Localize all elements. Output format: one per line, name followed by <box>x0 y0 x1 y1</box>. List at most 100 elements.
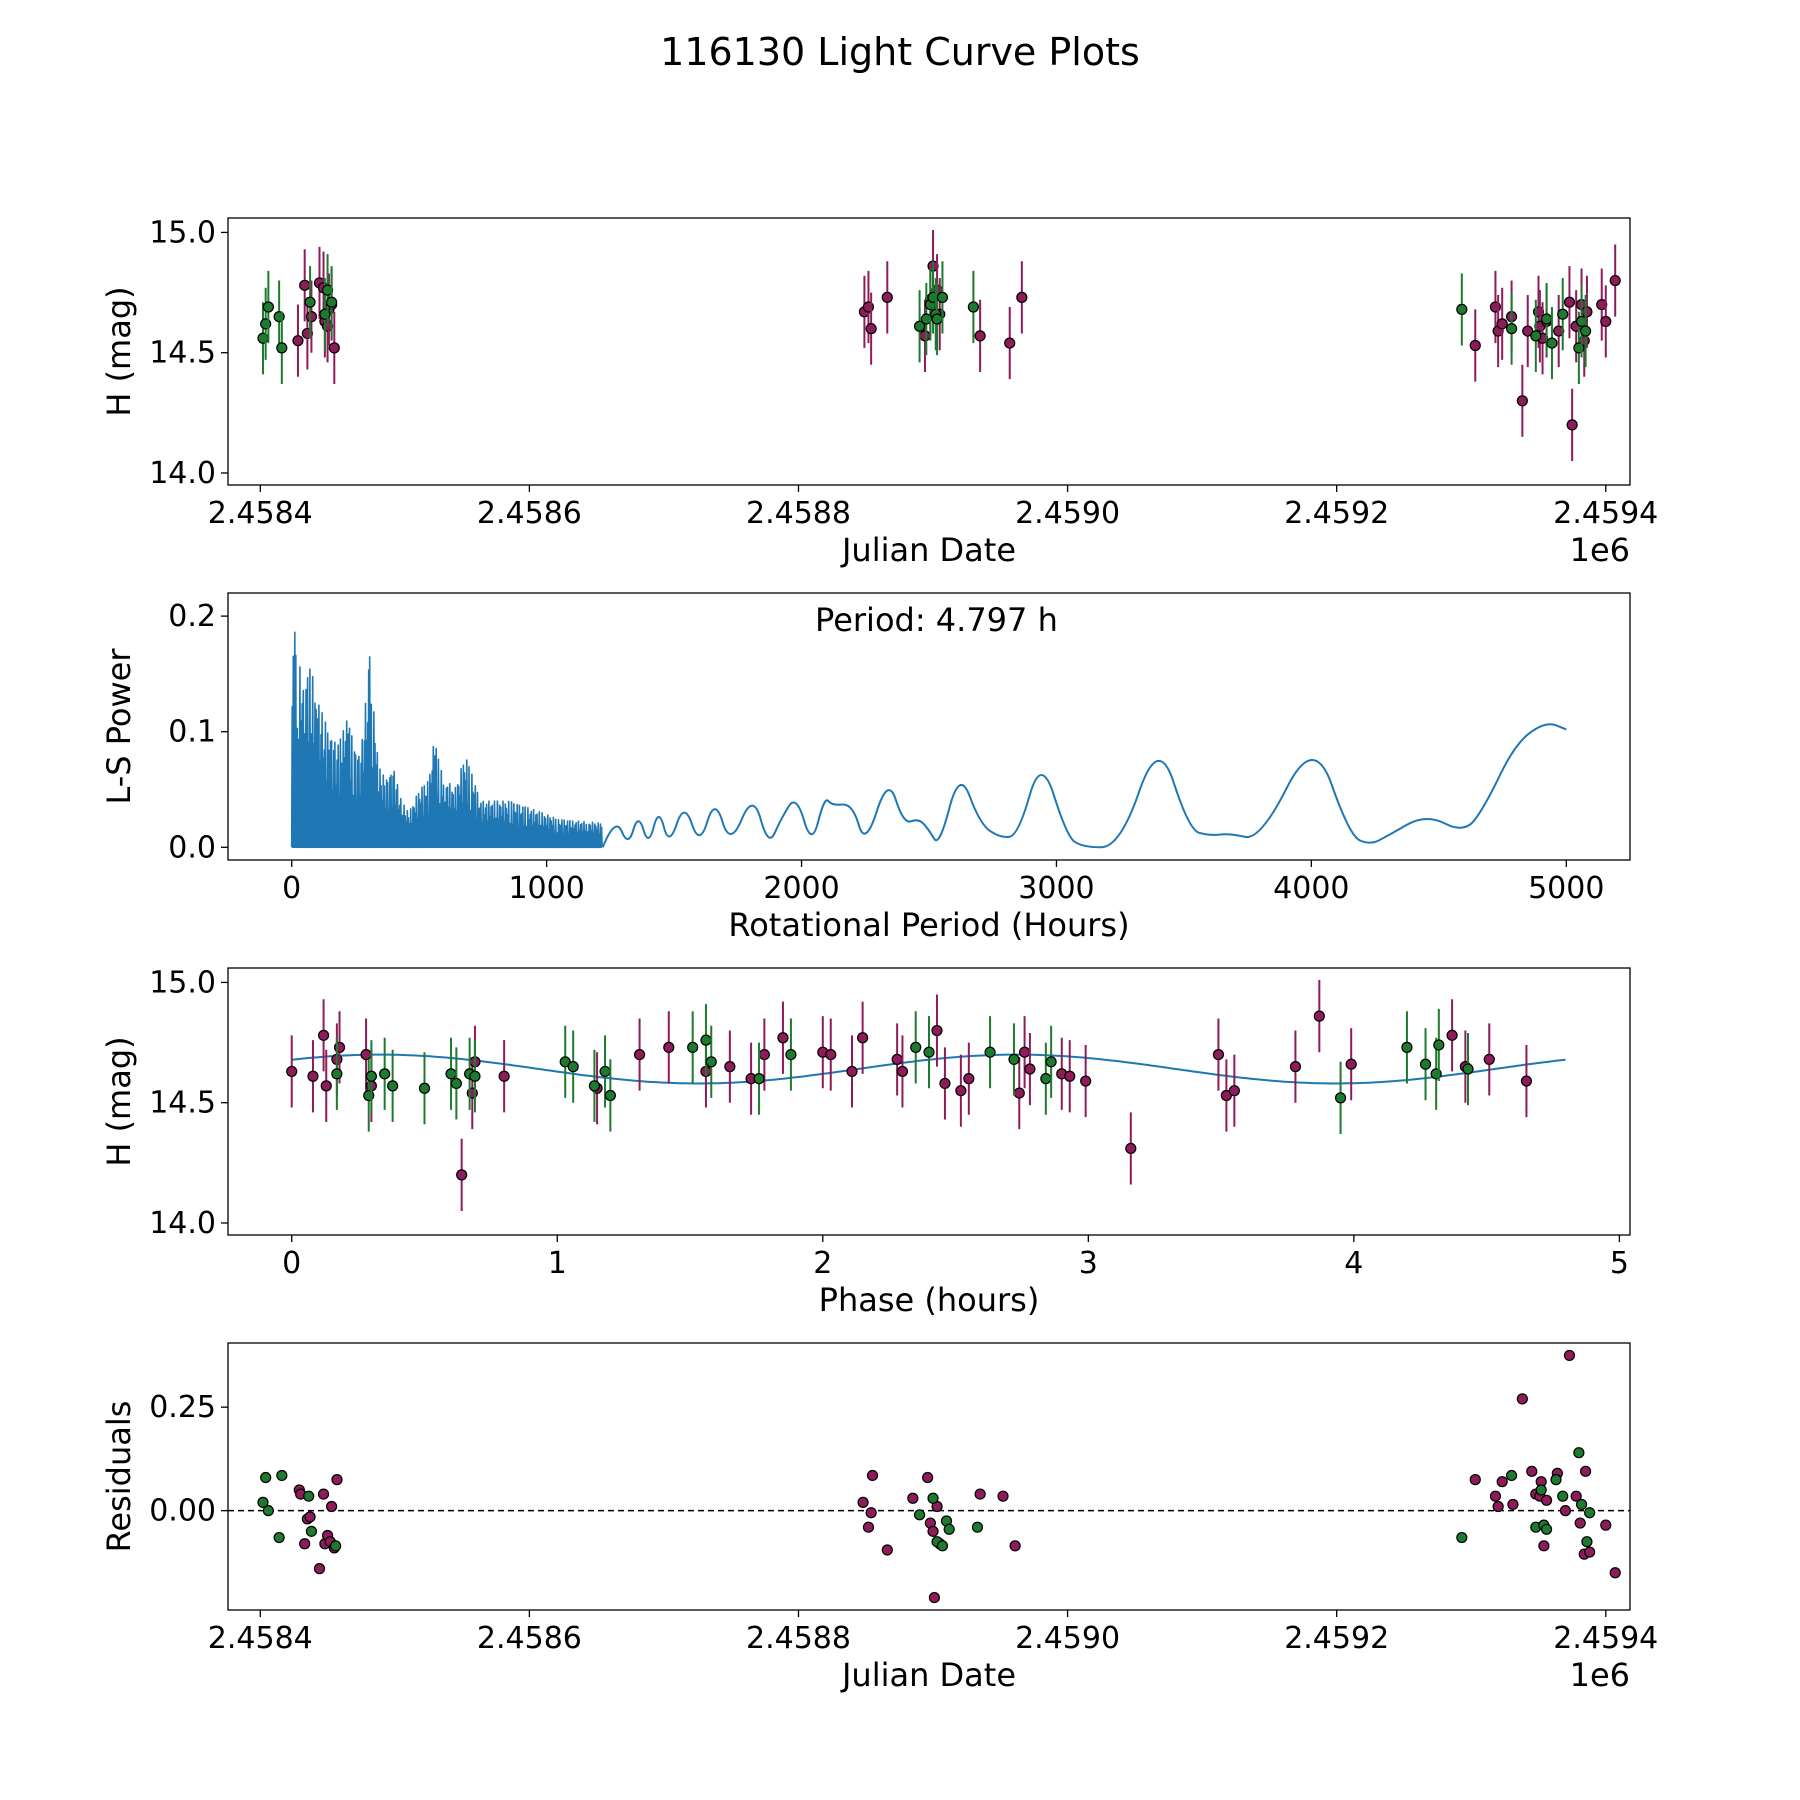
data-point <box>862 1521 875 1533</box>
data-point <box>1557 1490 1569 1502</box>
data-point <box>330 1540 342 1552</box>
data-point <box>1018 1046 1031 1058</box>
y-tick-label: 15.0 <box>149 215 216 250</box>
x-tick-label: 0 <box>282 1246 301 1281</box>
data-point <box>276 1469 288 1482</box>
data-point <box>936 1540 949 1552</box>
x-tick-label: 2.4588 <box>746 1621 851 1656</box>
data-point <box>379 1068 391 1080</box>
data-point <box>276 342 288 354</box>
x-tick-label: 2.4584 <box>208 1621 313 1656</box>
data-point <box>445 1068 457 1080</box>
data-point <box>939 1077 951 1090</box>
data-point <box>1540 313 1553 325</box>
data-point <box>700 1034 712 1046</box>
x-axis-label: Phase (hours) <box>819 1281 1040 1319</box>
data-point <box>418 1082 431 1094</box>
data-point <box>304 296 316 308</box>
data-point <box>326 1500 338 1513</box>
x-tick-label: 4000 <box>1273 871 1349 906</box>
data-point <box>724 1061 736 1073</box>
data-point <box>1540 1494 1553 1506</box>
data-point <box>1483 1053 1495 1066</box>
x-tick-label: 1 <box>548 1246 567 1281</box>
data-point <box>922 1471 934 1484</box>
data-point <box>1579 325 1592 337</box>
y-tick-label: 0.00 <box>149 1494 216 1529</box>
data-point <box>1496 1476 1508 1488</box>
data-point <box>292 335 304 347</box>
data-point <box>1289 1061 1302 1073</box>
data-point <box>1045 1056 1057 1068</box>
periodogram-smooth-curve <box>601 723 1567 849</box>
data-point <box>1584 1507 1596 1519</box>
data-point <box>753 1073 765 1085</box>
data-point <box>1573 1447 1585 1459</box>
data-point <box>1557 308 1569 320</box>
data-point <box>262 301 274 313</box>
data-point <box>1080 1075 1092 1087</box>
data-point <box>588 1080 601 1092</box>
residuals-panel: 2.4584 2.4586 2.4588 2.4590 2.4592 2.4594 0.00… <box>100 1342 1658 1694</box>
x-tick-label: 2000 <box>763 871 839 906</box>
data-point <box>387 1080 399 1092</box>
data-point <box>1600 315 1612 328</box>
x-tick-label: 2.4590 <box>1015 1621 1120 1656</box>
data-point <box>567 1061 579 1073</box>
axes-frame <box>227 592 1631 861</box>
data-point <box>1526 1465 1538 1477</box>
axes-frame <box>227 217 1631 486</box>
lightcurve-panel: 2.4584 2.4586 2.4588 2.4590 2.4592 2.4594 14.0… <box>100 215 1658 569</box>
data-point <box>913 320 926 332</box>
data-point <box>955 1085 967 1097</box>
x-tick-label: 2.4592 <box>1284 496 1389 531</box>
y-tick-label: 14.5 <box>149 1086 216 1121</box>
data-point <box>328 342 340 354</box>
data-point <box>1008 1053 1020 1066</box>
data-point <box>303 1490 315 1502</box>
data-point <box>1489 1490 1502 1502</box>
x-tick-label: 2.4586 <box>477 496 582 531</box>
y-tick-label: 0.2 <box>168 599 216 634</box>
data-point <box>286 1065 298 1078</box>
y-tick-label: 0.0 <box>168 830 216 865</box>
data-point <box>273 1531 285 1544</box>
data-point <box>896 1065 909 1078</box>
data-point <box>825 1048 837 1061</box>
data-point <box>1540 1523 1553 1535</box>
data-point <box>262 1505 274 1517</box>
data-point <box>299 279 311 291</box>
data-point <box>1446 1029 1458 1041</box>
x-tick-label: 5000 <box>1528 871 1604 906</box>
data-point <box>1013 1087 1025 1099</box>
data-point <box>1433 1039 1445 1051</box>
data-point <box>260 1471 272 1484</box>
data-point <box>1570 1490 1582 1502</box>
data-point <box>857 1496 869 1508</box>
data-point <box>1496 318 1508 330</box>
data-point <box>705 1056 717 1068</box>
data-point <box>1462 1063 1474 1075</box>
x-axis-label: Rotational Period (Hours) <box>728 906 1129 944</box>
data-point <box>1212 1048 1225 1061</box>
data-point <box>456 1169 468 1181</box>
data-point <box>1004 337 1016 349</box>
data-point <box>1538 1540 1550 1552</box>
data-point <box>919 330 931 342</box>
data-point <box>1064 1070 1076 1082</box>
x-offset-label: 1e6 <box>1570 1656 1630 1694</box>
y-axis-label: H (mag) <box>100 1036 138 1166</box>
data-point <box>317 1029 330 1041</box>
data-point <box>913 1509 926 1521</box>
data-point <box>450 1077 462 1090</box>
x-tick-label: 2.4594 <box>1553 1621 1658 1656</box>
data-point <box>307 1070 319 1082</box>
data-point <box>663 1041 675 1053</box>
period-annotation: Period: 4.797 h <box>815 601 1058 639</box>
x-tick-label: 5 <box>1610 1246 1629 1281</box>
data-point <box>1609 274 1621 287</box>
data-point <box>971 1521 984 1533</box>
x-tick-label: 1000 <box>508 871 584 906</box>
data-point <box>1584 1546 1596 1558</box>
data-point <box>1581 306 1593 318</box>
